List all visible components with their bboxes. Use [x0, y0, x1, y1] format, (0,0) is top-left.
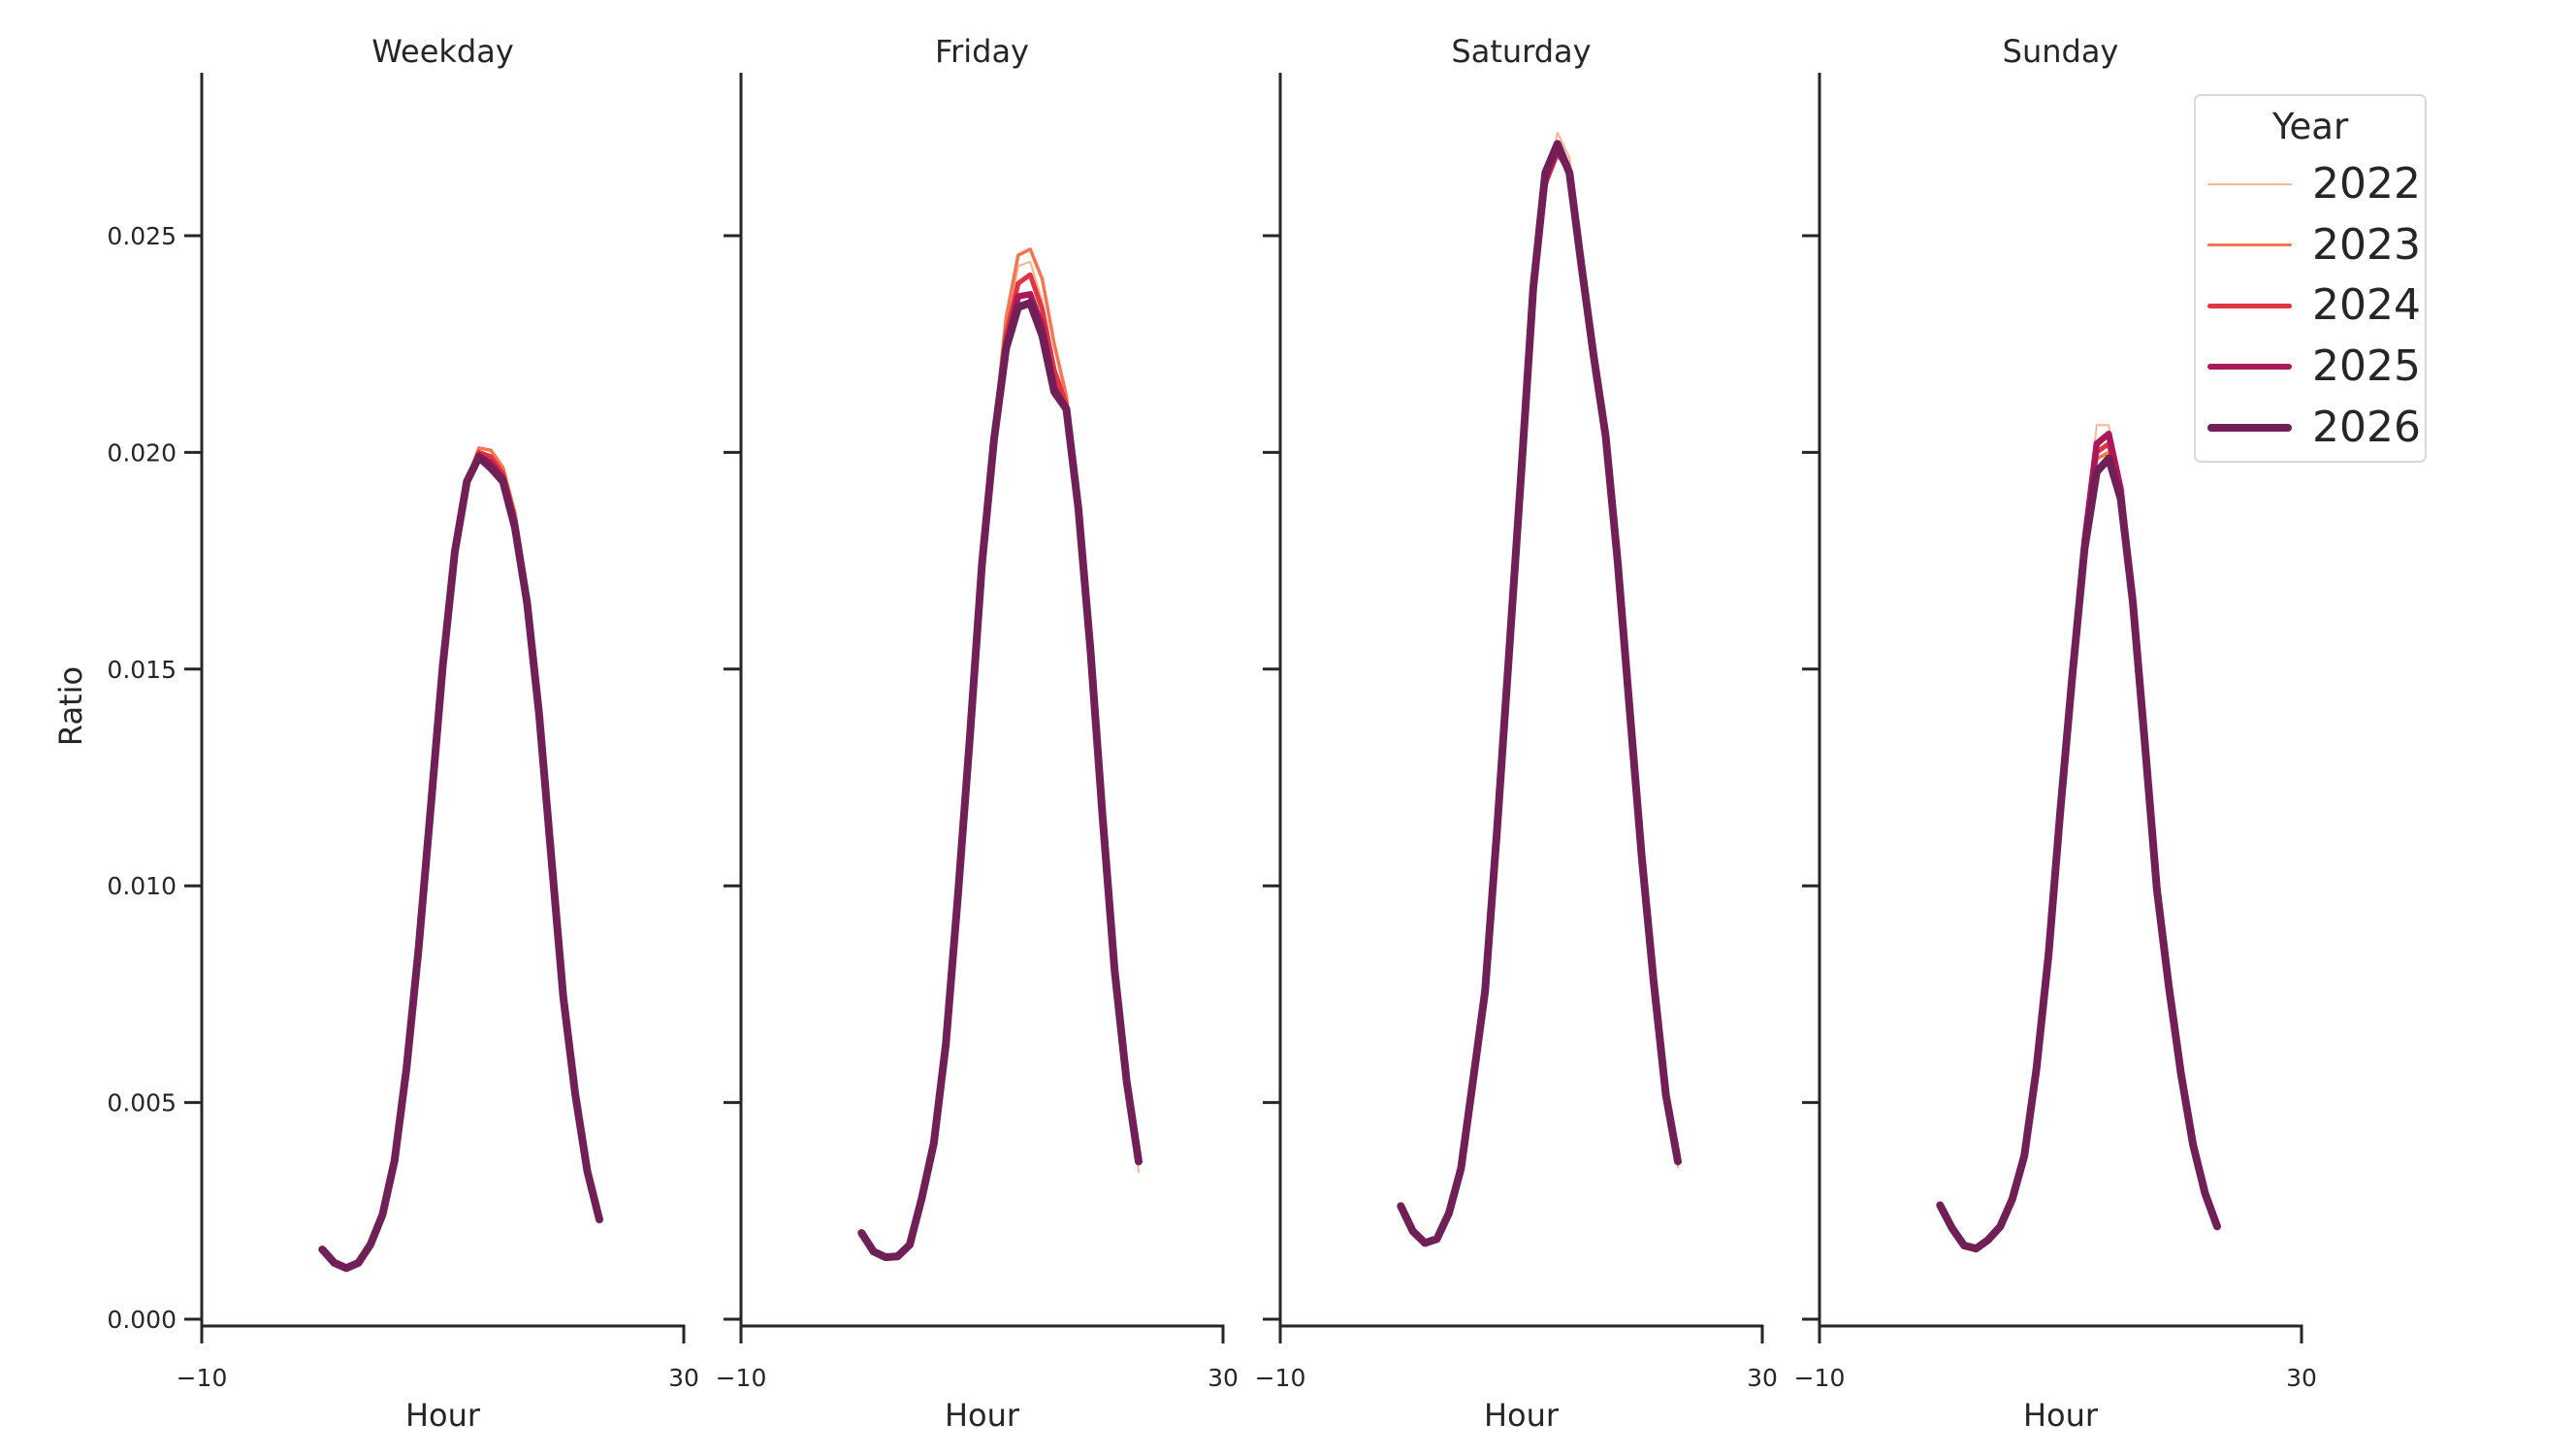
panel-saturday: Saturday −10 30 Hour: [1255, 33, 1778, 1434]
panel-title: Weekday: [371, 33, 514, 70]
x-tick-label: −10: [716, 1364, 767, 1392]
legend-item-2023: 2023: [2196, 219, 2425, 270]
y-tick-label: 0.015: [107, 656, 177, 684]
x-axis-label: Hour: [405, 1397, 481, 1434]
legend-label: 2025: [2312, 341, 2421, 392]
series-line-2023: [320, 446, 601, 1271]
legend-item-2025: 2025: [2196, 342, 2425, 391]
legend-item-2022: 2022: [2196, 160, 2425, 209]
legend-line-swatch-icon: [2207, 363, 2292, 371]
series-line-2022: [1939, 424, 2218, 1250]
series-line-2024: [1398, 150, 1681, 1245]
x-axis-label: Hour: [2023, 1397, 2099, 1434]
series-line-2026: [318, 453, 603, 1273]
y-tick-label: 0.025: [107, 222, 177, 250]
y-tick-label: 0.000: [107, 1306, 177, 1334]
x-tick-label: 30: [1747, 1364, 1778, 1392]
panel-friday: Friday −10 30 Hour: [716, 33, 1239, 1434]
panel-weekday: Weekday 0.000 0.005 0.010 0.015 0.020 0.025 −10…: [107, 33, 698, 1434]
series-line-2024: [1937, 441, 2220, 1251]
series-line-2026: [1397, 140, 1682, 1247]
y-tick-label: 0.020: [107, 438, 177, 467]
series-line-2025: [1398, 146, 1682, 1246]
y-axis-label: Ratio: [52, 666, 89, 746]
x-tick-label: 30: [668, 1364, 699, 1392]
series-line-2025: [1937, 430, 2221, 1252]
series-line-2023: [1399, 146, 1680, 1245]
x-axis-label: Hour: [945, 1397, 1020, 1434]
x-tick-label: −10: [1794, 1364, 1846, 1392]
panel-title: Sunday: [2003, 33, 2119, 70]
x-axis-label: Hour: [1484, 1397, 1560, 1434]
series-line-2026: [1936, 454, 2221, 1253]
panel-title: Friday: [935, 33, 1029, 70]
legend-line-swatch-icon: [2207, 303, 2292, 308]
series-line-2022: [321, 455, 600, 1270]
legend-title: Year: [2271, 106, 2349, 147]
y-tick-label: 0.005: [107, 1089, 177, 1117]
legend-line-swatch-icon: [2207, 423, 2292, 432]
series-line-2022: [1400, 131, 1679, 1245]
legend-label: 2023: [2312, 219, 2421, 270]
x-tick-label: −10: [177, 1364, 228, 1392]
legend-item-2026: 2026: [2196, 402, 2425, 452]
legend-line-swatch-icon: [2207, 183, 2292, 185]
legend-label: 2024: [2312, 280, 2421, 331]
facet-panels: Weekday 0.000 0.005 0.010 0.015 0.020 0.025 −10…: [107, 33, 2316, 1434]
series-line-2024: [319, 449, 602, 1271]
x-tick-label: 30: [2286, 1364, 2317, 1392]
series-line-2025: [319, 452, 603, 1272]
panel-title: Saturday: [1451, 33, 1591, 70]
x-tick-label: −10: [1255, 1364, 1306, 1392]
y-tick-label: 0.010: [107, 872, 177, 900]
legend-line-swatch-icon: [2207, 242, 2292, 247]
x-tick-label: 30: [1208, 1364, 1239, 1392]
legend-label: 2022: [2312, 159, 2421, 209]
legend-label: 2026: [2312, 402, 2421, 452]
legend-item-2024: 2024: [2196, 281, 2425, 330]
legend: Year 2022 2023 2024 2025 2026: [2194, 94, 2427, 463]
series-line-2026: [857, 299, 1143, 1262]
panel-sunday: Sunday −10 30 Hour: [1794, 33, 2317, 1434]
